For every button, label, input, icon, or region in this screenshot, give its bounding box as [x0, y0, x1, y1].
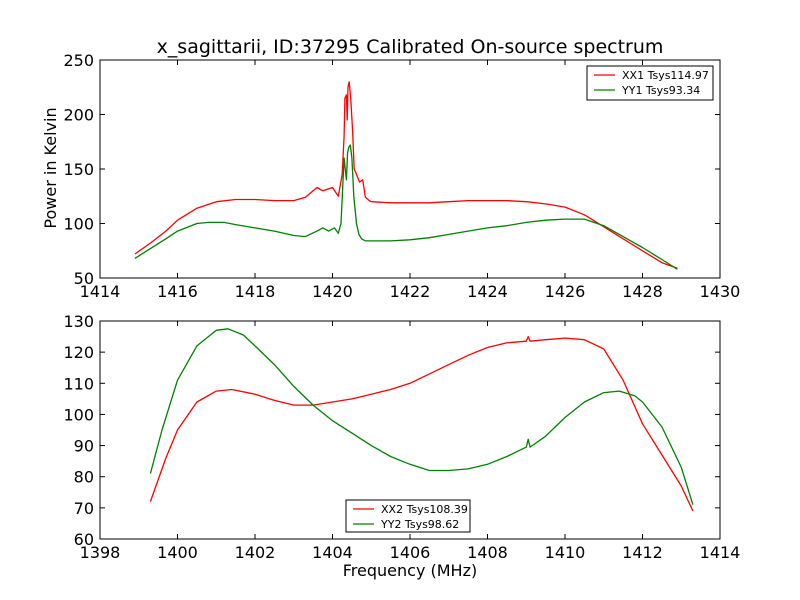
top-legend-box [586, 65, 714, 101]
bottom-series-line-yy [149, 328, 694, 505]
top-y-axis-label: Power in Kelvin [41, 107, 60, 228]
top-legend-label: XX1 Tsys114.97 [622, 69, 709, 82]
bottom-legend: XX2 Tsys108.39 YY2 Tsys98.62 [345, 499, 471, 533]
bottom-y-tick-label: 100 [63, 405, 94, 424]
bottom-y-tick-label: 70 [74, 499, 94, 518]
bottom-x-tick-label: 1414 [700, 543, 741, 562]
bottom-x-axis-label: Frequency (MHz) [343, 561, 477, 580]
bottom-y-tick-label: 110 [63, 374, 94, 393]
top-axes-frame [99, 59, 721, 279]
bottom-plot: 1398 1400 1402 1404 1406 1408 1410 1412 1414 60 70… [63, 312, 740, 562]
bottom-legend-box [345, 499, 471, 533]
top-x-tick-label: 1420 [312, 282, 353, 301]
top-x-tick-label: 1428 [622, 282, 663, 301]
top-y-tick-label: 150 [63, 160, 94, 179]
top-y-tick-label: 200 [63, 106, 94, 125]
bottom-x-tick-label: 1406 [390, 543, 431, 562]
bottom-x-tick-label: 1408 [467, 543, 508, 562]
bottom-y-tick-label: 60 [74, 530, 94, 549]
top-x-tick-label: 1414 [80, 282, 121, 301]
bottom-x-tick-label: 1412 [622, 543, 663, 562]
top-series-line-yy [134, 144, 678, 270]
bottom-y-tick-label: 80 [74, 468, 94, 487]
top-x-tick-label: 1422 [390, 282, 431, 301]
bottom-x-tick-label: 1398 [80, 543, 121, 562]
bottom-legend-label: YY2 Tsys98.62 [380, 518, 459, 531]
bottom-series-line-xx [149, 335, 694, 512]
top-legend: XX1 Tsys114.97 YY1 Tsys93.34 [586, 65, 714, 101]
bottom-y-tick-label: 120 [63, 343, 94, 362]
top-x-tick-label: 1418 [235, 282, 276, 301]
bottom-y-tick-label: 90 [74, 437, 94, 456]
top-y-tick-label: 250 [63, 51, 94, 70]
top-y-tick-label: 50 [74, 269, 94, 288]
bottom-y-tick-label: 130 [63, 312, 94, 331]
top-x-tick-label: 1430 [700, 282, 741, 301]
top-y-tick-label: 100 [63, 215, 94, 234]
top-x-tick-label: 1426 [545, 282, 586, 301]
chart-title: x_sagittarii, ID:37295 Calibrated On-sou… [157, 36, 664, 58]
bottom-x-tick-label: 1402 [235, 543, 276, 562]
top-x-tick-label: 1416 [157, 282, 198, 301]
bottom-legend-label: XX2 Tsys108.39 [381, 503, 468, 516]
top-series-line-xx [134, 81, 678, 269]
top-legend-label: YY1 Tsys93.34 [621, 84, 700, 97]
top-plot: 1414 1416 1418 1420 1422 1424 1426 1428 1430 50 10… [63, 51, 740, 301]
bottom-x-tick-label: 1400 [157, 543, 198, 562]
bottom-axes-frame [99, 320, 721, 540]
bottom-x-tick-label: 1410 [545, 543, 586, 562]
top-x-tick-label: 1424 [467, 282, 508, 301]
bottom-x-tick-label: 1404 [312, 543, 353, 562]
